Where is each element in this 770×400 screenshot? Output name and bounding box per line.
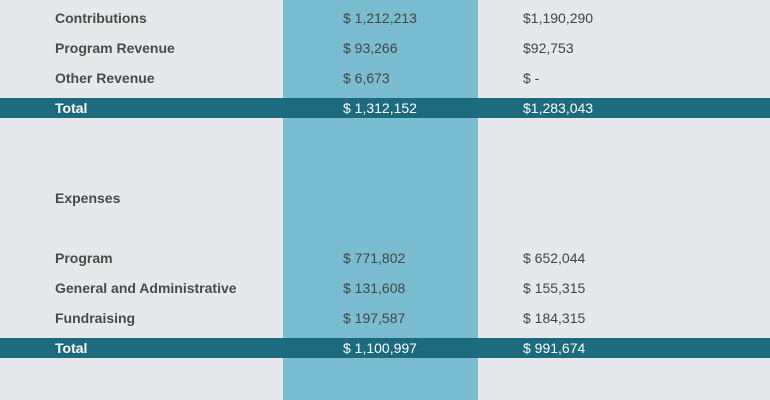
row-label: General and Administrative: [55, 280, 237, 296]
current-year-value: $ 1,212,213: [343, 10, 417, 26]
table-row: Program $ 771,802 $ 652,044: [0, 248, 770, 268]
table-row: Contributions $ 1,212,213 $1,190,290: [0, 8, 770, 28]
row-label: Program: [55, 250, 113, 266]
expenses-total-row: Total $ 1,100,997 $ 991,674: [0, 338, 770, 358]
row-label: Other Revenue: [55, 70, 155, 86]
prior-year-value: $1,190,290: [523, 10, 594, 26]
current-year-value: $ 197,587: [343, 310, 406, 326]
total-current-year-value: $ 1,100,997: [343, 340, 417, 356]
current-year-value: $ 93,266: [343, 40, 398, 56]
revenue-total-row: Total $ 1,312,152 $1,283,043: [0, 98, 770, 118]
row-label: Program Revenue: [55, 40, 175, 56]
prior-year-value: $ 155,315: [523, 280, 586, 296]
prior-year-value: $ 184,315: [523, 310, 586, 326]
total-label: Total: [55, 100, 88, 116]
total-prior-year-value: $1,283,043: [523, 100, 594, 116]
prior-year-value: $ -: [523, 70, 540, 86]
total-current-year-value: $ 1,312,152: [343, 100, 417, 116]
prior-year-value: $ 652,044: [523, 250, 586, 266]
prior-year-value: $92,753: [523, 40, 574, 56]
table-row: General and Administrative $ 131,608 $ 1…: [0, 278, 770, 298]
table-row: Fundraising $ 197,587 $ 184,315: [0, 308, 770, 328]
expenses-heading: Expenses: [55, 190, 121, 206]
table-row: Program Revenue $ 93,266 $92,753: [0, 38, 770, 58]
table-row: Other Revenue $ 6,673 $ -: [0, 68, 770, 88]
section-heading-row: Expenses: [0, 188, 770, 208]
row-label: Contributions: [55, 10, 147, 26]
row-label: Fundraising: [55, 310, 136, 326]
current-year-value: $ 6,673: [343, 70, 390, 86]
total-prior-year-value: $ 991,674: [523, 340, 586, 356]
highlighted-column: [283, 0, 478, 400]
total-label: Total: [55, 340, 88, 356]
current-year-value: $ 131,608: [343, 280, 406, 296]
current-year-value: $ 771,802: [343, 250, 406, 266]
